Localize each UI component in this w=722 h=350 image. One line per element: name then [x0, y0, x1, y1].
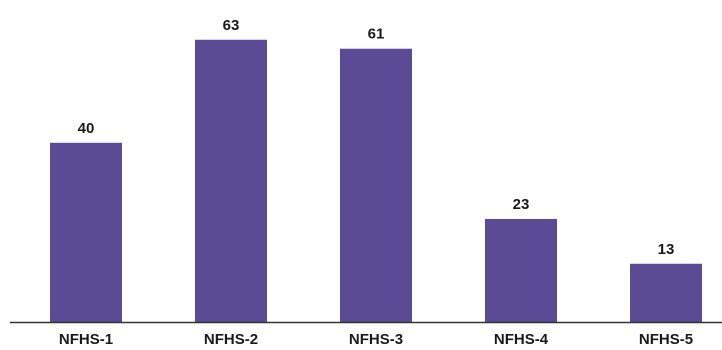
x-tick-label-nfhs-2: NFHS-2 — [204, 331, 258, 348]
data-label-nfhs-1: 40 — [78, 120, 95, 137]
bar-nfhs-4 — [485, 218, 557, 322]
data-labels-layer: 40 63 61 23 13 — [78, 17, 675, 258]
bar-nfhs-1 — [50, 142, 122, 322]
x-tick-label-nfhs-5: NFHS-5 — [639, 331, 693, 348]
data-label-nfhs-4: 23 — [513, 196, 530, 213]
x-tick-label-nfhs-1: NFHS-1 — [59, 331, 113, 348]
bars-layer — [50, 39, 702, 322]
bar-nfhs-5 — [630, 263, 702, 322]
data-label-nfhs-3: 61 — [368, 26, 385, 43]
bar-nfhs-2 — [195, 39, 267, 322]
bar-nfhs-3 — [340, 48, 412, 322]
x-tick-label-nfhs-4: NFHS-4 — [494, 331, 549, 348]
x-tick-label-nfhs-3: NFHS-3 — [349, 331, 403, 348]
x-tick-labels-layer: NFHS-1 NFHS-2 NFHS-3 NFHS-4 NFHS-5 — [59, 331, 693, 348]
data-label-nfhs-5: 13 — [658, 241, 675, 258]
data-label-nfhs-2: 63 — [223, 17, 240, 34]
